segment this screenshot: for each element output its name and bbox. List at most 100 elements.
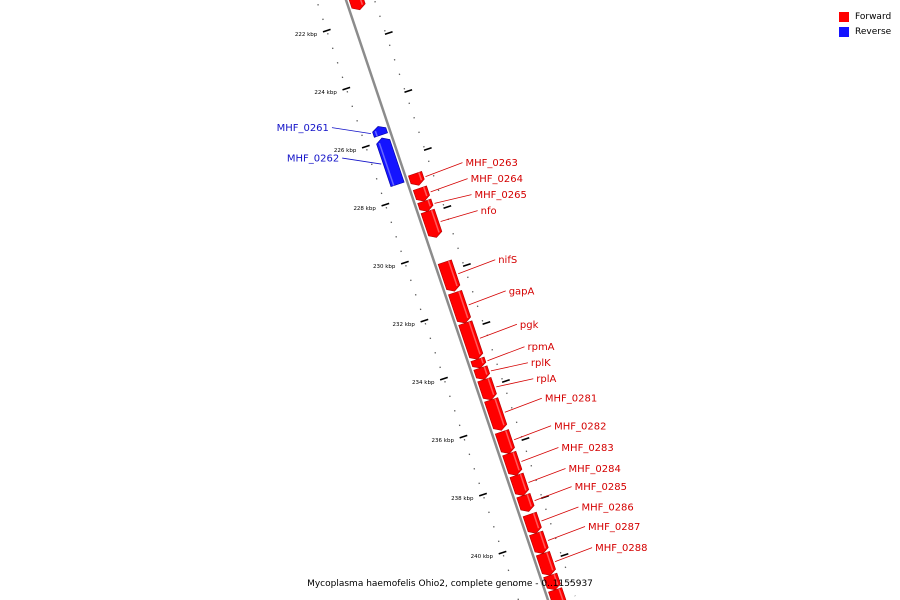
gene-arrow[interactable] [417, 198, 434, 212]
gene-label[interactable]: gapA [509, 286, 535, 297]
gene-highlight [512, 452, 520, 471]
scale-ticks: 222 kbp 224 kbp 226 kbp 228 kbp 230 kbp 232 k… [295, 28, 569, 560]
scale-tick-label: 232 kbp [393, 322, 416, 328]
gene-label[interactable]: MHF_0283 [561, 443, 613, 454]
scale-tick-label: 228 kbp [353, 206, 376, 212]
gene-arrow[interactable] [516, 492, 535, 512]
gene-label-leader [504, 397, 542, 413]
gene-arrow[interactable] [408, 171, 425, 186]
gene-label[interactable]: pgk [520, 320, 539, 331]
gene-arrow[interactable] [548, 587, 568, 600]
legend-reverse: Reverse [839, 24, 891, 39]
gene-label[interactable]: rplK [531, 358, 551, 369]
gene-features [346, 0, 568, 600]
gene-label[interactable]: nfo [481, 206, 497, 217]
gene-label-leader [468, 290, 506, 306]
dotted-guide-lines [317, 0, 576, 600]
gene-arrow[interactable] [484, 397, 508, 431]
gene-highlight [532, 512, 540, 529]
scale-tick-mark [404, 88, 413, 94]
gene-arrow[interactable] [372, 126, 388, 138]
gene-label[interactable]: MHF_0262 [287, 154, 339, 165]
gene-label[interactable]: MHF_0281 [545, 394, 597, 405]
scale-tick-mark [459, 434, 468, 439]
gene-arrow[interactable] [376, 137, 405, 188]
gene-arrow[interactable] [477, 376, 497, 401]
gene-label-leader [430, 178, 468, 193]
scale-tick-label: 236 kbp [432, 438, 455, 444]
scale-tick-label: 240 kbp [471, 554, 494, 560]
gene-label[interactable]: MHF_0282 [554, 421, 606, 432]
gene-arrow[interactable] [502, 450, 523, 476]
legend-reverse-label: Reverse [855, 26, 892, 37]
gene-highlight [487, 378, 495, 396]
gene-label[interactable]: MHF_0286 [581, 502, 633, 513]
gene-label-leader [425, 162, 463, 177]
scale-tick-mark [381, 202, 390, 207]
gene-arrow[interactable] [458, 320, 484, 360]
gene-label[interactable]: rplA [536, 374, 556, 385]
gene-arrow[interactable] [420, 208, 443, 238]
gene-body [509, 472, 530, 496]
gene-arrow[interactable] [437, 259, 461, 292]
gene-highlight [504, 430, 513, 449]
gene-label-leader [487, 346, 525, 362]
gene-label[interactable]: MHF_0287 [588, 522, 640, 533]
gene-label[interactable]: MHF_0264 [471, 174, 523, 185]
gene-label-leader [547, 526, 586, 541]
genome-backbone [344, 0, 550, 600]
gene-arrow[interactable] [448, 289, 471, 324]
gene-arrow[interactable] [473, 365, 491, 380]
gene-arrow[interactable] [494, 429, 515, 454]
gene-highlight [418, 172, 423, 181]
gene-body [494, 429, 515, 454]
gene-label[interactable]: MHF_0263 [466, 158, 518, 169]
gene-arrow[interactable] [412, 185, 430, 202]
legend-forward: Forward [839, 9, 891, 24]
scale-tick-label: 230 kbp [373, 264, 396, 270]
gene-body [412, 185, 430, 202]
legend: Forward Reverse [839, 9, 891, 39]
gene-highlight [539, 531, 547, 549]
gene-highlight [494, 398, 505, 426]
gene-body [502, 450, 523, 476]
gene-body [548, 587, 567, 600]
reverse-swatch [839, 26, 849, 37]
gene-label[interactable]: MHF_0288 [595, 543, 647, 554]
gene-arrow[interactable] [346, 0, 366, 11]
scale-tick-mark [478, 492, 488, 497]
scale-tick-mark [482, 320, 491, 326]
gene-label-leader [440, 210, 478, 222]
gene-highlight [430, 209, 440, 233]
gene-label[interactable]: MHF_0265 [475, 190, 527, 201]
dotted-guide [373, 0, 576, 597]
forward-swatch [839, 11, 849, 22]
gene-arrow[interactable] [535, 550, 556, 576]
gene-arrow[interactable] [529, 530, 549, 554]
gene-label-leader [434, 194, 472, 204]
gene-body [448, 289, 471, 324]
scale-tick-mark [420, 318, 429, 323]
scale-tick-label: 234 kbp [412, 380, 435, 386]
gene-label-leader [521, 447, 559, 462]
gene-label[interactable]: nifS [498, 255, 517, 266]
gene-label[interactable]: MHF_0261 [277, 123, 329, 134]
gene-arrow[interactable] [470, 356, 487, 369]
gene-body [420, 208, 443, 238]
gene-label[interactable]: MHF_0284 [569, 464, 621, 475]
scale-tick-mark [400, 260, 409, 265]
gene-label-leader [534, 486, 572, 502]
gene-body [458, 320, 484, 360]
scale-tick-mark [501, 378, 510, 384]
gene-label[interactable]: rpmA [527, 342, 554, 353]
gene-label-leader [496, 378, 534, 388]
gene-label-leader [342, 157, 382, 165]
gene-label-leader [458, 259, 496, 275]
scale-tick-mark [560, 552, 569, 558]
gene-arrow[interactable] [543, 572, 561, 591]
gene-arrow[interactable] [522, 511, 542, 534]
gene-body [543, 572, 561, 591]
gene-body [376, 137, 405, 188]
gene-label[interactable]: MHF_0285 [575, 482, 627, 493]
gene-arrow[interactable] [509, 472, 530, 496]
